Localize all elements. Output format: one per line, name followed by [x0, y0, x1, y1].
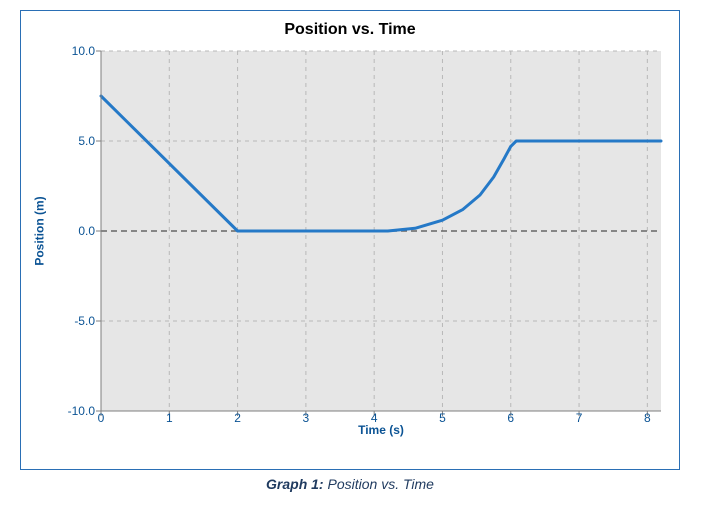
caption-label: Graph 1:	[266, 476, 324, 492]
y-tick-labels: -10.0-5.00.05.010.0	[21, 51, 95, 411]
chart-title: Position vs. Time	[21, 11, 679, 45]
figure-caption: Graph 1: Position vs. Time	[20, 476, 680, 492]
y-tick: 10.0	[35, 44, 95, 58]
y-tick: 5.0	[35, 134, 95, 148]
graph-frame: Position vs. Time Position (m) -10.0-5.0…	[20, 10, 680, 470]
y-tick: -5.0	[35, 314, 95, 328]
axes-overlay	[101, 51, 661, 411]
page: Position vs. Time Position (m) -10.0-5.0…	[0, 0, 708, 516]
x-axis-label: Time (s)	[101, 423, 661, 437]
y-tick: 0.0	[35, 224, 95, 238]
caption-text: Position vs. Time	[328, 476, 434, 492]
plot-region	[101, 51, 661, 411]
y-tick: -10.0	[35, 404, 95, 418]
